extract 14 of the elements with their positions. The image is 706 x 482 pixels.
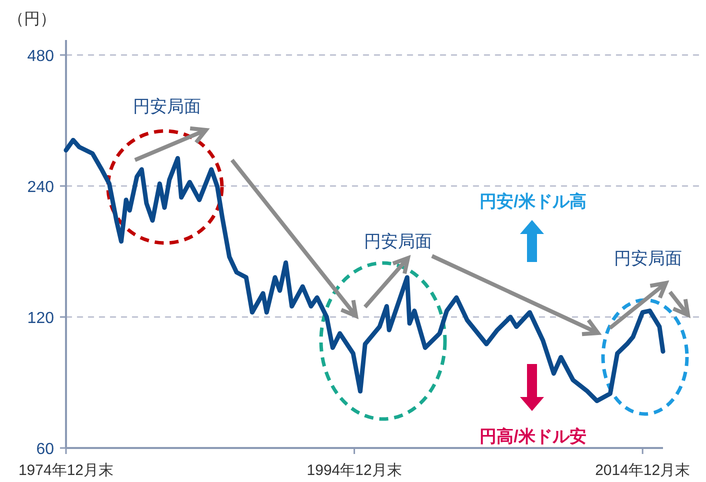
annotation: 円安/米ドル高 [480,192,586,211]
y-axis-title: （円） [8,11,56,28]
annotation: 円安局面 [364,232,432,251]
annotation: 円高/米ドル安 [480,427,586,446]
y-tick-label: 480 [27,48,54,65]
x-tick-label: 1994年12月末 [306,462,402,479]
annotation: 円安局面 [614,249,682,268]
x-tick-label: 1974年12月末 [18,462,114,479]
y-tick-label: 120 [27,310,54,327]
y-tick-label: 60 [36,441,54,458]
x-tick-label: 2014年12月末 [595,462,690,479]
annotation: 円安局面 [133,97,201,116]
y-tick-label: 240 [27,179,54,196]
line-series [64,138,666,404]
